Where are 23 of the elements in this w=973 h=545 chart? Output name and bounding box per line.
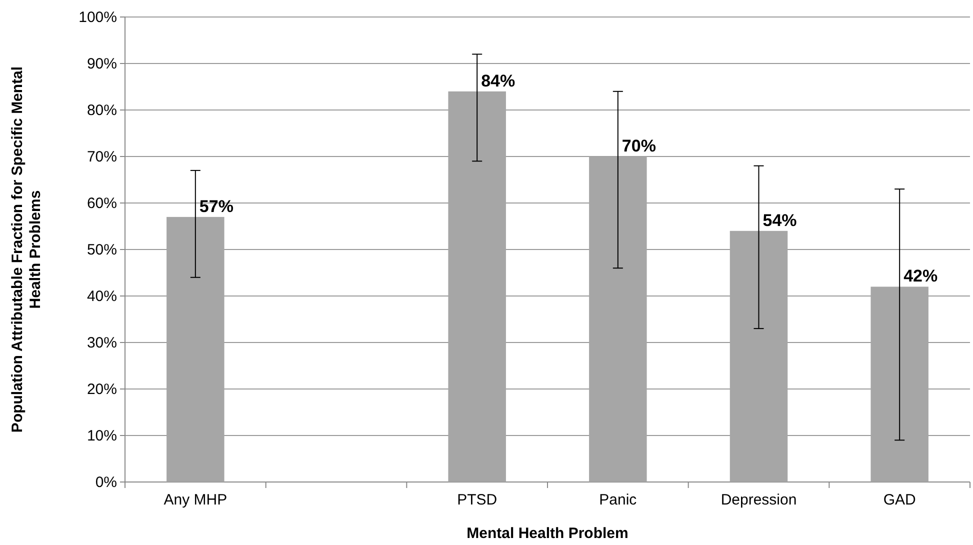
y-tick-label: 80% bbox=[86, 102, 117, 119]
data-label: 70% bbox=[622, 136, 656, 156]
x-tick-label: Panic bbox=[599, 492, 638, 509]
y-axis-title: Population Attributable Fraction for Specific Mental Health Problems bbox=[9, 66, 44, 433]
x-tick-label: PTSD bbox=[457, 492, 498, 509]
x-tick-label: Any MHP bbox=[164, 492, 228, 509]
y-tick-label: 100% bbox=[78, 8, 117, 26]
data-label: 54% bbox=[762, 210, 797, 230]
y-tick-label: 90% bbox=[86, 55, 117, 72]
y-tick-label: 50% bbox=[86, 241, 117, 258]
y-tick-label: 70% bbox=[86, 148, 117, 166]
x-axis-title: Mental Health Problem bbox=[466, 525, 628, 542]
y-tick-label: 10% bbox=[86, 427, 117, 444]
y-tick-label: 30% bbox=[86, 334, 117, 352]
data-label: 84% bbox=[481, 71, 516, 90]
y-tick-label: 0% bbox=[95, 474, 117, 491]
data-label: 57% bbox=[199, 196, 234, 216]
x-tick-label: GAD bbox=[883, 492, 916, 509]
y-tick-label: 20% bbox=[86, 380, 117, 398]
x-tick-label: Depression bbox=[720, 492, 797, 509]
y-tick-label: 40% bbox=[86, 288, 117, 305]
data-label: 42% bbox=[904, 266, 938, 286]
y-tick-label: 60% bbox=[86, 194, 117, 212]
